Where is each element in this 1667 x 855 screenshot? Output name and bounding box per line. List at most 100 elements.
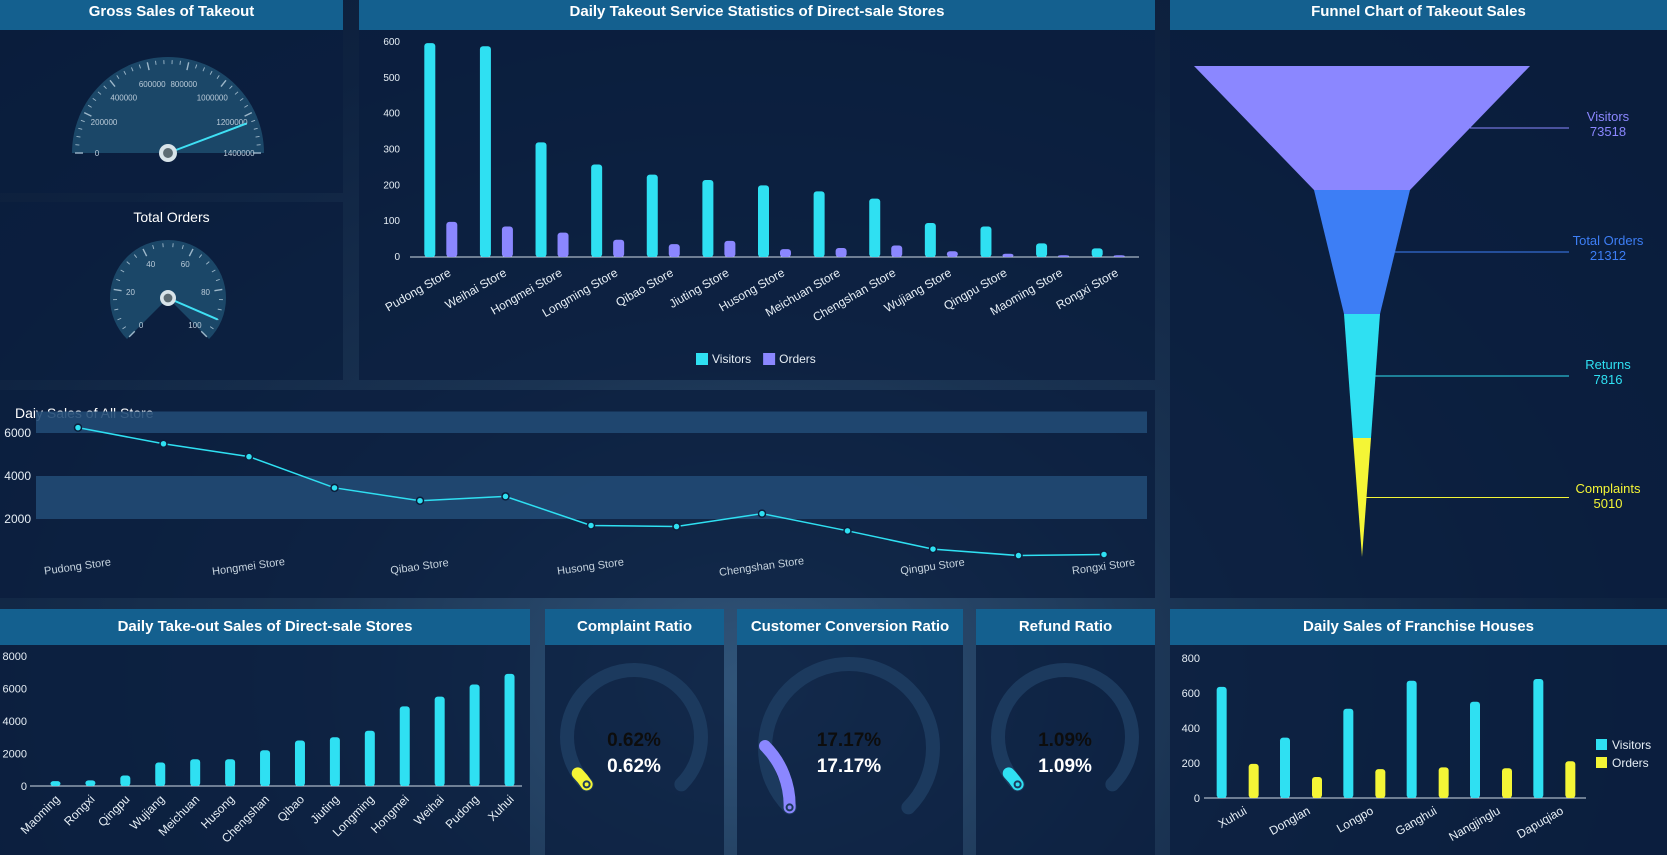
gauge-value: 17.17% xyxy=(817,756,882,777)
funnel-title: Funnel Chart of Takeout Sales xyxy=(1170,0,1667,30)
daily-stats-panel: Daily Takeout Service Statistics of Dire… xyxy=(359,0,1155,380)
gauge-minor-tick xyxy=(120,269,125,273)
gauge-tick-label: 0 xyxy=(95,149,100,158)
daily-all-panel: Daiy Sales of All Store 200040006000Pudo… xyxy=(0,390,1155,598)
x-tick-label: Xuhui xyxy=(1216,803,1250,830)
bar-visitors xyxy=(702,179,714,257)
funnel-stage-name: Returns xyxy=(1585,357,1631,372)
line-point xyxy=(73,423,83,432)
x-tick-label: Rongxi Store xyxy=(1071,557,1136,578)
plot-band xyxy=(36,411,1147,433)
gauge-tick-label: 400000 xyxy=(110,93,137,102)
gauge-tick-label: 60 xyxy=(181,260,190,269)
gauge-face xyxy=(72,57,264,153)
bar-visitors xyxy=(1280,737,1290,798)
bar xyxy=(260,750,271,786)
total-orders-panel: Total Orders 0 20 40 60 80 100 xyxy=(0,202,343,380)
complaint-title: Complaint Ratio xyxy=(545,609,724,645)
gauge-minor-tick xyxy=(114,308,119,311)
x-tick-label: Pudong xyxy=(443,792,482,831)
bar xyxy=(399,706,410,786)
bar xyxy=(50,781,61,786)
gauge-tick-label: 20 xyxy=(126,288,135,297)
bar-orders xyxy=(946,251,958,257)
gauge-minor-tick xyxy=(122,326,127,330)
funnel-stage-value: 73518 xyxy=(1590,124,1626,139)
y-tick-label: 300 xyxy=(383,145,400,156)
line-point xyxy=(757,509,767,518)
line-point xyxy=(1099,550,1109,559)
gauge-minor-tick xyxy=(116,75,120,79)
franchise-title: Daily Sales of Franchise Houses xyxy=(1170,609,1667,645)
refund-title: Refund Ratio xyxy=(976,609,1155,645)
bar-visitors xyxy=(1216,686,1227,798)
gauge-track xyxy=(991,663,1139,792)
bar-visitors xyxy=(1406,680,1417,798)
bar-orders xyxy=(1248,763,1259,798)
x-tick-label: Nangjinglu xyxy=(1446,803,1502,843)
bar-orders xyxy=(613,239,625,257)
gauge-minor-tick xyxy=(209,70,213,75)
gauge-major-tick xyxy=(200,330,208,338)
funnel-stage-name: Total Orders xyxy=(1573,233,1644,248)
y-tick-label: 2000 xyxy=(3,749,27,761)
bar xyxy=(294,740,305,786)
bar-visitors xyxy=(813,191,825,257)
gauge-minor-tick xyxy=(239,97,244,102)
y-tick-label: 400 xyxy=(1182,723,1200,735)
x-tick-label: Maoming xyxy=(18,792,63,837)
gauge-minor-tick xyxy=(255,135,260,138)
bar-visitors xyxy=(924,222,936,257)
gauge-minor-tick xyxy=(253,127,258,130)
total-orders-gauge: 0 20 40 60 80 100 xyxy=(110,240,226,340)
x-tick-label: Qibao Store xyxy=(613,265,676,309)
gauge-major-tick xyxy=(186,62,190,71)
legend-label: Visitors xyxy=(1612,738,1651,752)
legend-swatch xyxy=(1596,739,1607,750)
gauge-minor-tick xyxy=(195,64,198,69)
legend-swatch xyxy=(1596,757,1607,768)
bar xyxy=(120,775,131,786)
gauge-minor-tick xyxy=(211,269,216,273)
x-tick-label: Rongxi Store xyxy=(1054,265,1121,312)
bar-visitors xyxy=(424,43,436,258)
gauge-minor-tick xyxy=(216,75,220,79)
x-tick-label: Xuhui xyxy=(485,792,517,824)
bar-orders xyxy=(1438,767,1449,798)
gauge-start-marker xyxy=(785,803,794,812)
gauge-minor-tick xyxy=(215,278,220,282)
gauge-needle xyxy=(167,297,218,321)
funnel-stage-name: Visitors xyxy=(1587,109,1630,124)
y-tick-label: 8000 xyxy=(3,651,27,663)
x-tick-label: Pudong Store xyxy=(383,265,454,314)
legend-swatch xyxy=(763,353,776,365)
x-tick-label: Dapuqiao xyxy=(1514,803,1566,841)
gauge-start-marker xyxy=(1013,780,1022,789)
y-tick-label: 0 xyxy=(394,252,400,263)
gauge-minor-tick xyxy=(117,317,122,321)
gauge-value-shadow: 0.62% xyxy=(607,730,661,751)
bar-visitors xyxy=(1036,243,1048,257)
gauge-minor-tick xyxy=(131,67,134,72)
gauge-start-marker xyxy=(582,780,591,789)
line-point xyxy=(843,526,852,536)
gauge-tick-label: 1000000 xyxy=(197,93,229,102)
y-tick-label: 6000 xyxy=(4,426,31,440)
bar-orders xyxy=(446,221,458,257)
bar-visitors xyxy=(1470,701,1480,798)
bar xyxy=(434,696,445,786)
bar-orders xyxy=(1312,777,1322,798)
gauge-major-tick xyxy=(109,79,116,87)
y-tick-label: 2000 xyxy=(4,512,31,526)
bar xyxy=(155,762,166,786)
gauge-tick-label: 1400000 xyxy=(223,149,255,158)
bar-orders xyxy=(1502,768,1512,798)
funnel-stage-1 xyxy=(1314,190,1410,314)
x-tick-label: Weihai xyxy=(411,792,447,828)
gauge-minor-tick xyxy=(181,245,184,250)
gauge-minor-tick xyxy=(198,254,203,258)
bar-visitors xyxy=(1343,708,1354,798)
gauge-tick-label: 0 xyxy=(139,321,144,330)
bar-orders xyxy=(1113,255,1125,257)
y-tick-label: 600 xyxy=(383,37,400,48)
